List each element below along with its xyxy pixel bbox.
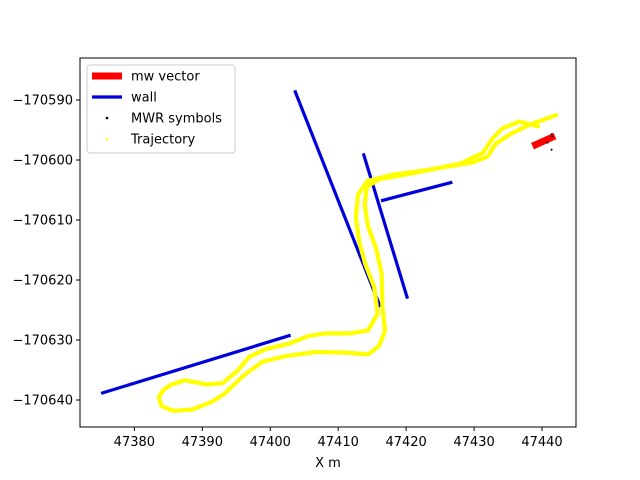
y-tick-label: −170610 [12, 214, 73, 229]
x-tick-label: 47400 [250, 435, 291, 450]
legend-box [86, 64, 236, 154]
legend-swatch-trajectory [105, 137, 109, 141]
y-tick-label: −170620 [12, 274, 73, 289]
plot-frame [79, 57, 577, 428]
x-tick-label: 47440 [521, 435, 562, 450]
x-tick-label: 47430 [453, 435, 494, 450]
x-tick-label: 47390 [182, 435, 223, 450]
plot-layer [100, 89, 559, 413]
y-tick-label: −170600 [12, 154, 73, 169]
x-tick-label: 47420 [385, 435, 426, 450]
mw-vector-segment-1 [531, 132, 557, 150]
wall-segment-4 [380, 180, 453, 203]
trajectory-path-1 [156, 112, 559, 413]
x-tick-label: 47380 [114, 435, 155, 450]
mwr-symbol-point-1 [550, 133, 553, 136]
axis-layer: 47380 47390 47400 47410 47420 47430 47440 −1705… [12, 57, 577, 450]
mwr-symbol-point-4 [546, 141, 549, 144]
wall-segment-1 [100, 333, 292, 395]
legend: mw vector wall MWR symbols Trajectory [86, 64, 236, 154]
legend-swatch-mwr-symbols [105, 116, 109, 120]
legend-label-mw-vector: mw vector [131, 70, 200, 85]
mwr-symbol-point-2 [551, 135, 554, 138]
legend-label-mwr-symbols: MWR symbols [131, 112, 222, 127]
wall-segment-3 [361, 152, 410, 300]
mwr-symbol-point-3 [550, 148, 553, 151]
legend-label-trajectory: Trajectory [130, 133, 195, 148]
legend-label-wall: wall [131, 91, 157, 106]
x-axis-label: X m [315, 456, 341, 471]
y-tick-label: −170640 [12, 394, 73, 409]
y-tick-label: −170630 [12, 334, 73, 349]
y-tick-label: −170590 [12, 94, 73, 109]
x-tick-label: 47410 [318, 435, 359, 450]
